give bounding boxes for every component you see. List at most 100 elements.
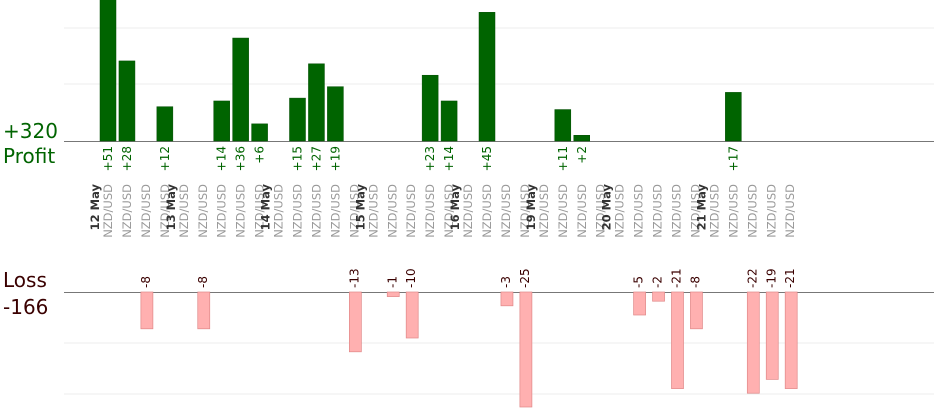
- pair-label: NZD/USD: [556, 184, 570, 238]
- pair-label: NZD/USD: [442, 184, 456, 238]
- profit-value-label: +15: [291, 146, 305, 171]
- profit-bar: [327, 86, 344, 142]
- loss-value-label: -8: [139, 276, 153, 288]
- pair-label: NZD/USD: [594, 184, 608, 238]
- pair-label: NZD/USD: [783, 184, 797, 238]
- pair-label: NZD/USD: [366, 184, 380, 238]
- pair-label: NZD/USD: [196, 184, 210, 238]
- loss-value-label: -5: [632, 276, 646, 288]
- loss-bar: [690, 291, 703, 330]
- profit-value-label: +23: [423, 146, 437, 171]
- profit-value-label: +45: [480, 146, 494, 171]
- pair-label: NZD/USD: [707, 184, 721, 238]
- pair-label: NZD/USD: [253, 184, 267, 238]
- profit-bar: [156, 106, 174, 142]
- loss-value-label: -8: [688, 276, 702, 288]
- date-label: 13 May: [164, 184, 178, 231]
- loss-value-label: -3: [499, 276, 513, 288]
- loss-value-label: -22: [745, 268, 759, 288]
- profit-bar: [554, 109, 572, 142]
- pair-label: NZD/USD: [575, 184, 589, 238]
- pair-label: NZD/USD: [764, 184, 778, 238]
- pair-label: NZD/USD: [537, 184, 551, 238]
- profit-bar: [251, 123, 268, 142]
- profit-value-label: +12: [158, 146, 172, 171]
- date-label: 14 May: [259, 184, 273, 231]
- date-label: 15 May: [353, 184, 367, 231]
- loss-value-label: -19: [764, 268, 778, 288]
- pair-label: NZD/USD: [670, 184, 684, 238]
- loss-bar: [349, 291, 362, 353]
- profit-value-label: +6: [253, 146, 267, 164]
- pair-label: NZD/USD: [120, 184, 134, 238]
- profit-bar: [725, 92, 742, 142]
- pair-label: NZD/USD: [215, 184, 229, 238]
- pair-label: NZD/USD: [745, 184, 759, 238]
- loss-bar: [671, 291, 684, 389]
- profit-value-label: +19: [328, 146, 342, 171]
- loss-bar: [500, 291, 514, 307]
- pair-label: NZD/USD: [234, 184, 248, 238]
- loss-label: Loss: [3, 268, 47, 292]
- date-label: 19 May: [524, 184, 538, 231]
- pair-label: NZD/USD: [651, 184, 665, 238]
- loss-value-label: -2: [651, 276, 665, 288]
- pair-label: NZD/USD: [461, 184, 475, 238]
- profit-bar: [573, 135, 590, 142]
- pair-label: NZD/USD: [688, 184, 702, 238]
- profit-value-label: +28: [120, 146, 134, 171]
- loss-value-label: -1: [385, 276, 399, 288]
- date-label: 12 May: [88, 184, 102, 231]
- loss-bar: [140, 291, 154, 330]
- pair-label: NZD/USD: [309, 184, 323, 238]
- pair-label: NZD/USD: [613, 184, 627, 238]
- loss-value-label: -10: [404, 268, 418, 288]
- loss-bar: [197, 291, 211, 330]
- profit-value-label: +11: [556, 146, 570, 171]
- profit-bar: [440, 100, 458, 142]
- profit-bar: [478, 12, 496, 142]
- profit-value-label: +14: [215, 146, 229, 171]
- profit-bar: [99, 0, 117, 142]
- loss-value-label: -13: [347, 268, 361, 288]
- pair-label: NZD/USD: [347, 184, 361, 238]
- loss-value-label: -25: [518, 268, 532, 288]
- profit-total: +320: [3, 119, 58, 143]
- loss-bar: [405, 291, 419, 339]
- profit-value-label: +2: [575, 146, 589, 164]
- date-label: 16 May: [448, 184, 462, 231]
- loss-total: -166: [3, 295, 49, 319]
- pair-label: NZD/USD: [480, 184, 494, 238]
- pair-label: NZD/USD: [632, 184, 646, 238]
- pair-label: NZD/USD: [177, 184, 191, 238]
- loss-bar: [519, 291, 533, 408]
- loss-bar: [633, 291, 646, 316]
- pair-label: NZD/USD: [499, 184, 513, 238]
- profit-value-label: +51: [101, 146, 115, 171]
- loss-bar: [784, 291, 798, 389]
- pair-label: NZD/USD: [518, 184, 532, 238]
- profit-bar: [232, 37, 249, 142]
- profit-label: Profit: [3, 144, 56, 168]
- pair-label: NZD/USD: [272, 184, 286, 238]
- date-label: 21 May: [694, 184, 708, 231]
- loss-bar: [765, 291, 779, 380]
- loss-bar: [746, 291, 760, 394]
- loss-value-label: -21: [670, 268, 684, 288]
- pair-label: NZD/USD: [726, 184, 740, 238]
- profit-value-label: +14: [442, 146, 456, 171]
- loss-value-label: -8: [196, 276, 210, 288]
- pair-label: NZD/USD: [158, 184, 172, 238]
- profit-bar: [421, 74, 439, 142]
- pair-label: NZD/USD: [139, 184, 153, 238]
- profit-value-label: +17: [726, 146, 740, 171]
- profit-bar: [308, 63, 325, 142]
- pair-label: NZD/USD: [385, 184, 399, 238]
- profit-value-label: +27: [309, 146, 323, 171]
- pair-label: NZD/USD: [101, 184, 115, 238]
- profit-bar: [289, 97, 306, 142]
- pair-label: NZD/USD: [328, 184, 342, 238]
- profit-value-label: +36: [234, 146, 248, 171]
- pair-label: NZD/USD: [291, 184, 305, 238]
- profit-bar: [118, 60, 136, 142]
